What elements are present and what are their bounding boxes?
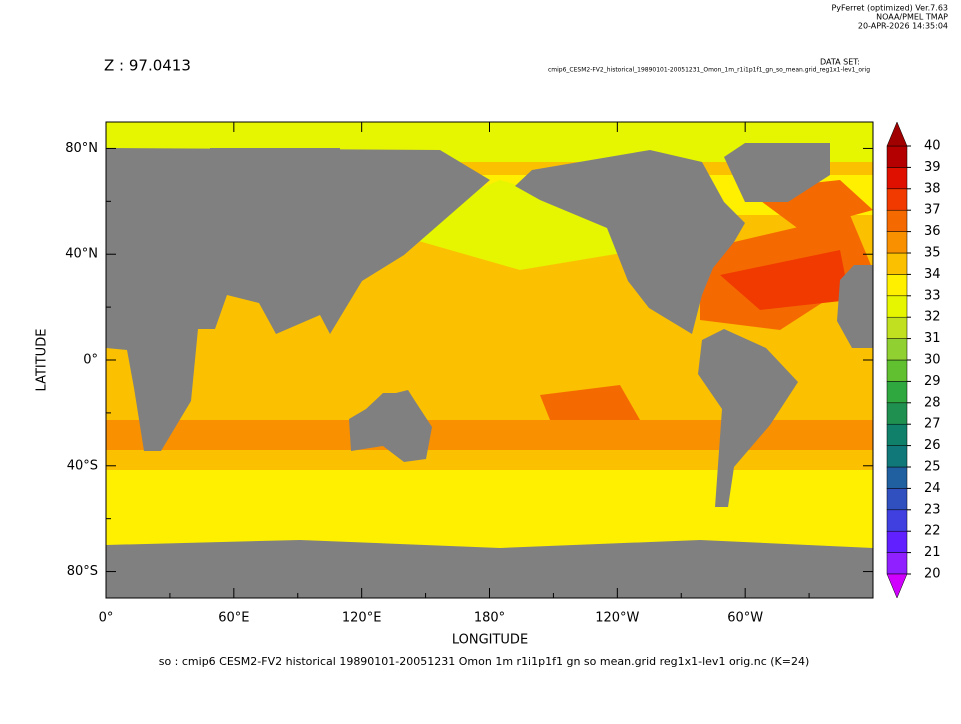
- colorbar-label: 37: [924, 203, 941, 218]
- colorbar-label: 28: [924, 395, 941, 410]
- colorbar-swatch: [886, 231, 908, 254]
- colorbar-swatch: [886, 402, 908, 425]
- colorbar-label: 32: [924, 310, 941, 325]
- colorbar-swatch: [886, 530, 908, 553]
- colorbar-swatch: [886, 252, 908, 275]
- colorbar-label: 24: [924, 481, 941, 496]
- y-axis-title: LATITUDE: [35, 329, 50, 392]
- colorbar-swatch: [886, 295, 908, 318]
- header-line: 20-APR-2026 14:35:04: [858, 22, 948, 31]
- colorbar-label: 22: [924, 524, 941, 539]
- colorbar-label: 20: [924, 567, 941, 582]
- y-tick-label: 40°S: [67, 458, 98, 473]
- map-field: [106, 122, 873, 598]
- colorbar-label: 36: [924, 224, 941, 239]
- colorbar-label: 21: [924, 545, 941, 560]
- footer: so : cmip6 CESM2-FV2 historical 19890101…: [159, 655, 810, 668]
- header-line: PyFerret (optimized) Ver.7.63: [831, 4, 948, 13]
- y-tick-label: 40°N: [65, 247, 98, 262]
- colorbar-under: [886, 573, 908, 599]
- colorbar-swatch: [886, 488, 908, 511]
- colorbar-swatch: [886, 509, 908, 532]
- colorbar-label: 25: [924, 460, 941, 475]
- x-axis-title: LONGITUDE: [452, 633, 528, 648]
- colorbar-swatch: [886, 274, 908, 297]
- colorbar-swatch: [886, 381, 908, 404]
- colorbar-swatch: [886, 338, 908, 361]
- colorbar-swatch: [886, 552, 908, 575]
- x-tick-label: 120°W: [595, 611, 639, 626]
- colorbar-label: 30: [924, 353, 941, 368]
- x-tick-label: 120°E: [342, 611, 382, 626]
- dataset-name: cmip6_CESM2-FV2_historical_19890101-2005…: [548, 67, 870, 74]
- x-tick-label: 60°E: [218, 611, 249, 626]
- colorbar-swatch: [886, 209, 908, 232]
- x-tick-label: 0°: [99, 611, 114, 626]
- colorbar-label: 29: [924, 374, 941, 389]
- colorbar-label: 26: [924, 438, 941, 453]
- y-tick-label: 0°: [83, 353, 98, 368]
- colorbar-label: 34: [924, 267, 941, 282]
- colorbar-label: 27: [924, 417, 941, 432]
- x-tick-label: 60°W: [727, 611, 763, 626]
- colorbar-over: [886, 121, 908, 147]
- colorbar-swatch: [886, 145, 908, 168]
- colorbar-swatch: [886, 423, 908, 446]
- dataset-label: DATA SET:: [820, 58, 860, 67]
- colorbar-label: 35: [924, 246, 941, 261]
- z-label: Z : 97.0413: [104, 57, 191, 75]
- y-tick-label: 80°S: [67, 564, 98, 579]
- colorbar-label: 23: [924, 502, 941, 517]
- colorbar-swatch: [886, 316, 908, 339]
- colorbar-label: 39: [924, 160, 941, 175]
- colorbar-swatch: [886, 167, 908, 190]
- colorbar-label: 31: [924, 331, 941, 346]
- x-tick-label: 180°: [474, 611, 505, 626]
- colorbar-swatch: [886, 188, 908, 211]
- colorbar-label: 38: [924, 181, 941, 196]
- colorbar-label: 33: [924, 288, 941, 303]
- colorbar-swatch: [886, 466, 908, 489]
- colorbar-swatch: [886, 359, 908, 382]
- colorbar-label: 40: [924, 139, 941, 154]
- colorbar-swatch: [886, 445, 908, 468]
- y-tick-label: 80°N: [65, 141, 98, 156]
- header-line: NOAA/PMEL TMAP: [876, 13, 948, 22]
